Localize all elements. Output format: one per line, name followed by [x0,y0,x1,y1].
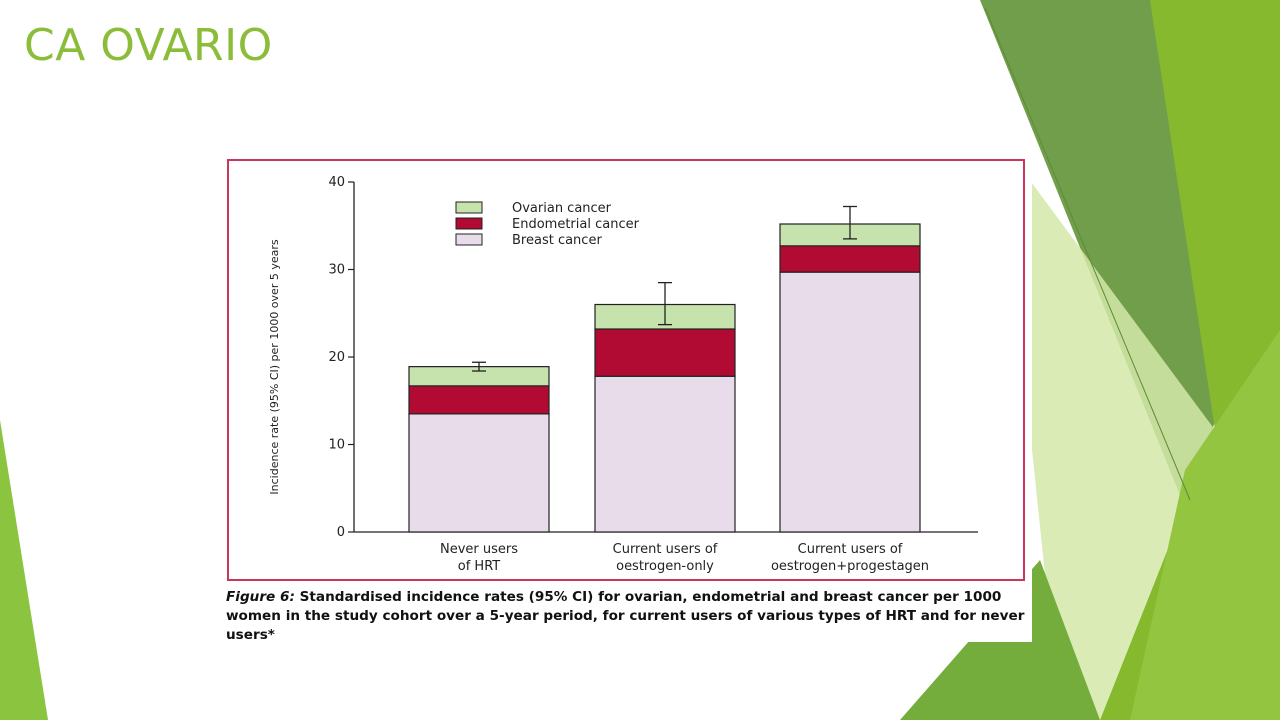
bar-segment [408,385,550,415]
y-axis-label: Incidence rate (95% CI) per 1000 over 5 … [268,239,281,494]
y-tick-label: 30 [328,263,345,278]
legend-label: Breast cancer [512,233,602,248]
figure-panel: 0 10 20 30 40 Never users of HRT Current users… [198,140,1032,645]
bar-segment [779,271,921,533]
chart-x-labels: Never users of HRT Current users of oestrog… [440,542,929,574]
chart-bars [408,223,921,533]
x-category-label: Current users of [798,542,903,557]
left-corner-shape [0,420,48,720]
bar-segment [594,375,736,533]
incidence-chart: 0 10 20 30 40 Never users of HRT Current users… [227,159,1025,581]
x-category-label: Current users of [613,542,718,557]
right-facet-pale [1000,140,1215,720]
slide-title: CA OVARIO [24,20,273,71]
legend-label: Endometrial cancer [512,217,640,232]
right-facet-lower [1130,330,1280,720]
bar-segment [779,245,921,273]
legend-swatch [455,217,483,230]
y-tick-label: 20 [328,350,345,365]
y-tick-label: 10 [328,438,345,453]
caption-label: Figure 6: [226,589,295,605]
x-category-label: oestrogen+progestagen [771,559,929,574]
caption-text: Standardised incidence rates (95% CI) fo… [226,589,1025,643]
y-tick-label: 40 [328,175,345,190]
figure-caption: Figure 6: Standardised incidence rates (… [226,588,1026,645]
chart-error-bars [472,205,857,372]
legend-swatch [455,201,483,214]
y-tick-label: 0 [337,525,345,540]
bar-segment [408,413,550,533]
legend-swatch [455,233,483,246]
x-category-label: of HRT [458,559,501,574]
legend-label: Ovarian cancer [512,201,612,216]
bar-segment [594,328,736,377]
x-category-label: oestrogen-only [616,559,714,574]
facet-edge-line [984,7,1191,501]
x-category-label: Never users [440,542,518,557]
